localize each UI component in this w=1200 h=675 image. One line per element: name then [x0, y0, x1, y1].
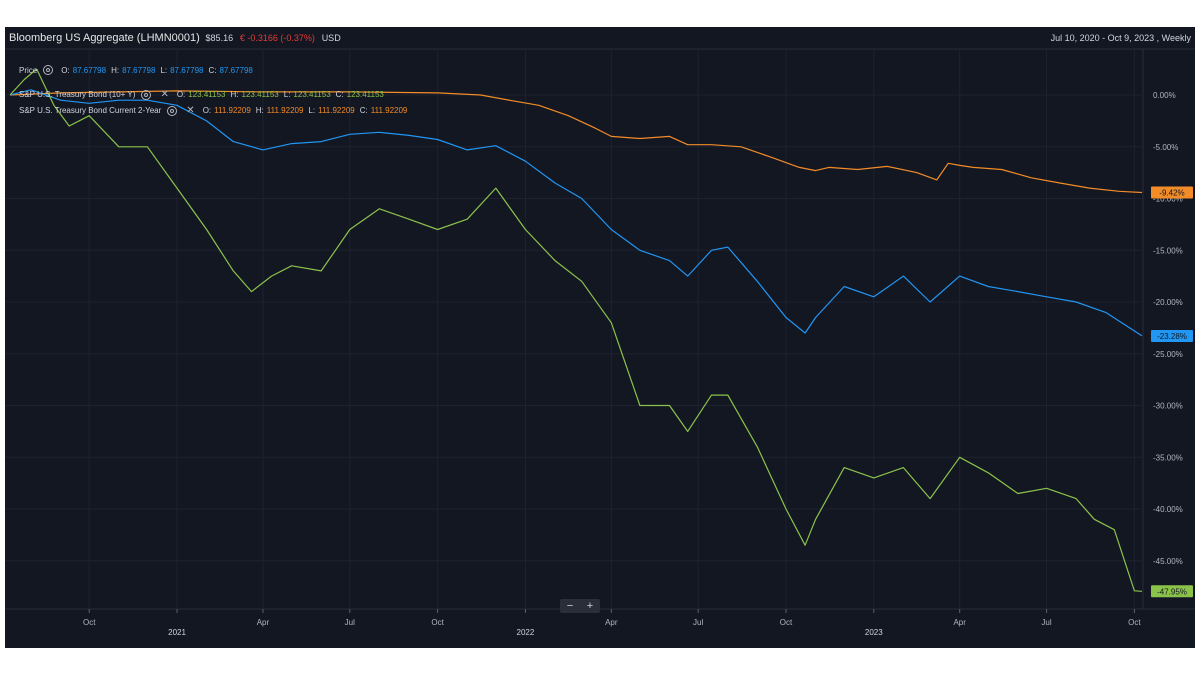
ohlc-value-h: 111.92209 [266, 106, 304, 115]
remove-series-icon[interactable]: ✕ [160, 89, 169, 100]
ohlc-value-l: 111.92209 [318, 106, 355, 115]
ohlc-key-h: H: [111, 65, 120, 75]
x-tick-label: Oct [1128, 618, 1141, 627]
y-tick-label: -10.00% [1153, 195, 1183, 204]
ohlc-value-o: 111.92209 [214, 106, 251, 115]
legend-row[interactable]: S&P U.S. Treasury Bond (10+ Y) ✕ O: 123.411… [19, 89, 384, 100]
zoom-controls: − + [560, 599, 600, 613]
ohlc-key-l: L: [308, 106, 316, 115]
ohlc-key-o: O: [61, 65, 70, 75]
legend-series-name: S&P U.S. Treasury Bond Current 2-Year [19, 106, 162, 115]
series-line-2[interactable] [9, 68, 1143, 592]
legend-series-name: Price [19, 65, 38, 75]
x-tick-label: Apr [953, 618, 966, 627]
ohlc-value-o: 123.41153 [188, 90, 226, 99]
x-tick-label: Jul [1041, 618, 1051, 627]
ohlc-value-l: 123.41153 [293, 90, 331, 99]
remove-series-icon[interactable]: ✕ [186, 105, 195, 116]
ohlc-key-h: H: [230, 90, 239, 99]
currency-label: USD [321, 33, 341, 43]
legend-row[interactable]: Price O: 87.67798 H: 87.67798 L: 87.67798 C: 87.… [19, 65, 253, 75]
ohlc-value-h: 123.41153 [241, 90, 279, 99]
date-range-label[interactable]: Jul 10, 2020 - Oct 9, 2023 , Weekly [1050, 33, 1191, 43]
chart-header: Bloomberg US Aggregate (LHMN0001) $85.16… [9, 32, 341, 44]
ohlc-key-c: C: [208, 65, 217, 75]
price-change: € -0.3166 (-0.37%) [239, 33, 315, 43]
zoom-out-button[interactable]: − [566, 600, 574, 612]
x-tick-label: 2022 [517, 628, 535, 637]
x-tick-label: 2021 [168, 628, 186, 637]
x-tick-label: Apr [257, 618, 270, 627]
last-value-badge [1151, 585, 1193, 598]
y-tick-label: -45.00% [1153, 557, 1183, 566]
y-tick-label: -35.00% [1153, 453, 1183, 462]
instrument-title: Bloomberg US Aggregate (LHMN0001) [9, 32, 200, 44]
y-tick-label: -30.00% [1153, 402, 1183, 411]
zoom-in-button[interactable]: + [586, 600, 594, 612]
x-tick-label: Oct [83, 618, 96, 627]
last-value-badge [1151, 186, 1193, 199]
ohlc-value-l: 87.67798 [170, 65, 204, 75]
ohlc-key-o: O: [202, 106, 212, 115]
chart-panel: 0.00% -5.00% -10.00% -15.00% -20.00% -25.00% -… [5, 27, 1195, 648]
last-value-label: -47.95% [1157, 587, 1187, 596]
ohlc-key-l: L: [160, 65, 168, 75]
ohlc-key-c: C: [359, 106, 368, 115]
series-line-1[interactable] [9, 89, 1143, 337]
ohlc-value-c: 123.41153 [346, 90, 384, 99]
ohlc-value-o: 87.67798 [72, 65, 107, 75]
last-price: $85.16 [205, 33, 234, 43]
y-tick-label: -5.00% [1153, 143, 1178, 152]
series-line-0[interactable] [9, 90, 1143, 194]
x-tick-label: Oct [431, 618, 444, 627]
y-tick-label: -15.00% [1153, 246, 1183, 255]
y-tick-label: -25.00% [1153, 350, 1183, 359]
ohlc-key-h: H: [255, 106, 264, 115]
ohlc-value-h: 87.67798 [122, 65, 156, 75]
ohlc-key-c: C: [335, 90, 344, 99]
ohlc-key-o: O: [176, 90, 186, 99]
legend-row[interactable]: S&P U.S. Treasury Bond Current 2-Year ✕ O:… [19, 105, 407, 116]
last-value-badge [1151, 329, 1193, 342]
ohlc-value-c: 87.67798 [219, 65, 253, 75]
x-tick-label: Oct [780, 618, 793, 627]
x-tick-label: 2023 [865, 628, 883, 637]
ohlc-value-c: 111.92209 [370, 106, 408, 115]
x-tick-label: Jul [345, 618, 355, 627]
line-chart[interactable]: 0.00% -5.00% -10.00% -15.00% -20.00% -25.00% -… [5, 27, 1195, 648]
settings-gear-icon[interactable] [167, 105, 178, 116]
x-tick-label: Apr [605, 618, 618, 627]
last-value-label: -9.42% [1159, 188, 1184, 197]
ohlc-key-l: L: [283, 90, 291, 99]
settings-gear-icon[interactable] [43, 65, 54, 75]
settings-gear-icon[interactable] [141, 89, 152, 100]
y-tick-label: -40.00% [1153, 505, 1183, 514]
y-tick-label: -20.00% [1153, 298, 1183, 307]
last-value-label: -23.28% [1157, 332, 1187, 341]
x-tick-label: Jul [693, 618, 703, 627]
legend-series-name: S&P U.S. Treasury Bond (10+ Y) [19, 90, 136, 99]
y-tick-label: 0.00% [1153, 91, 1176, 100]
